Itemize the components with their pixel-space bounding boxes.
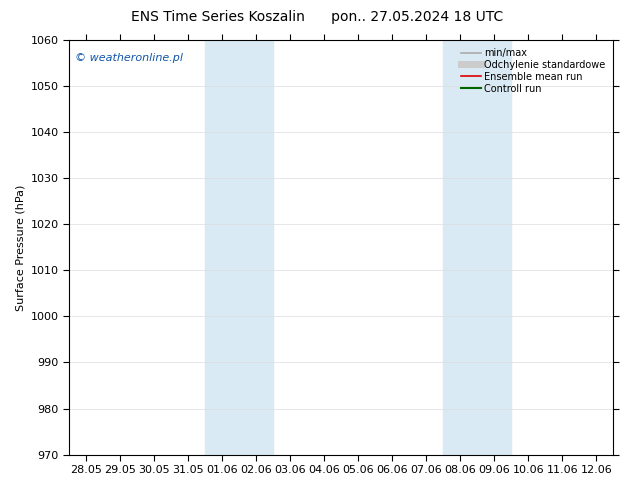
Bar [205,40,273,455]
Bar [443,40,512,455]
Legend: min/max, Odchylenie standardowe, Ensemble mean run, Controll run: min/max, Odchylenie standardowe, Ensembl… [458,45,609,97]
Text: ENS Time Series Koszalin      pon.. 27.05.2024 18 UTC: ENS Time Series Koszalin pon.. 27.05.202… [131,10,503,24]
Text: © weatheronline.pl: © weatheronline.pl [75,52,183,63]
Y-axis label: Surface Pressure (hPa): Surface Pressure (hPa) [15,184,25,311]
